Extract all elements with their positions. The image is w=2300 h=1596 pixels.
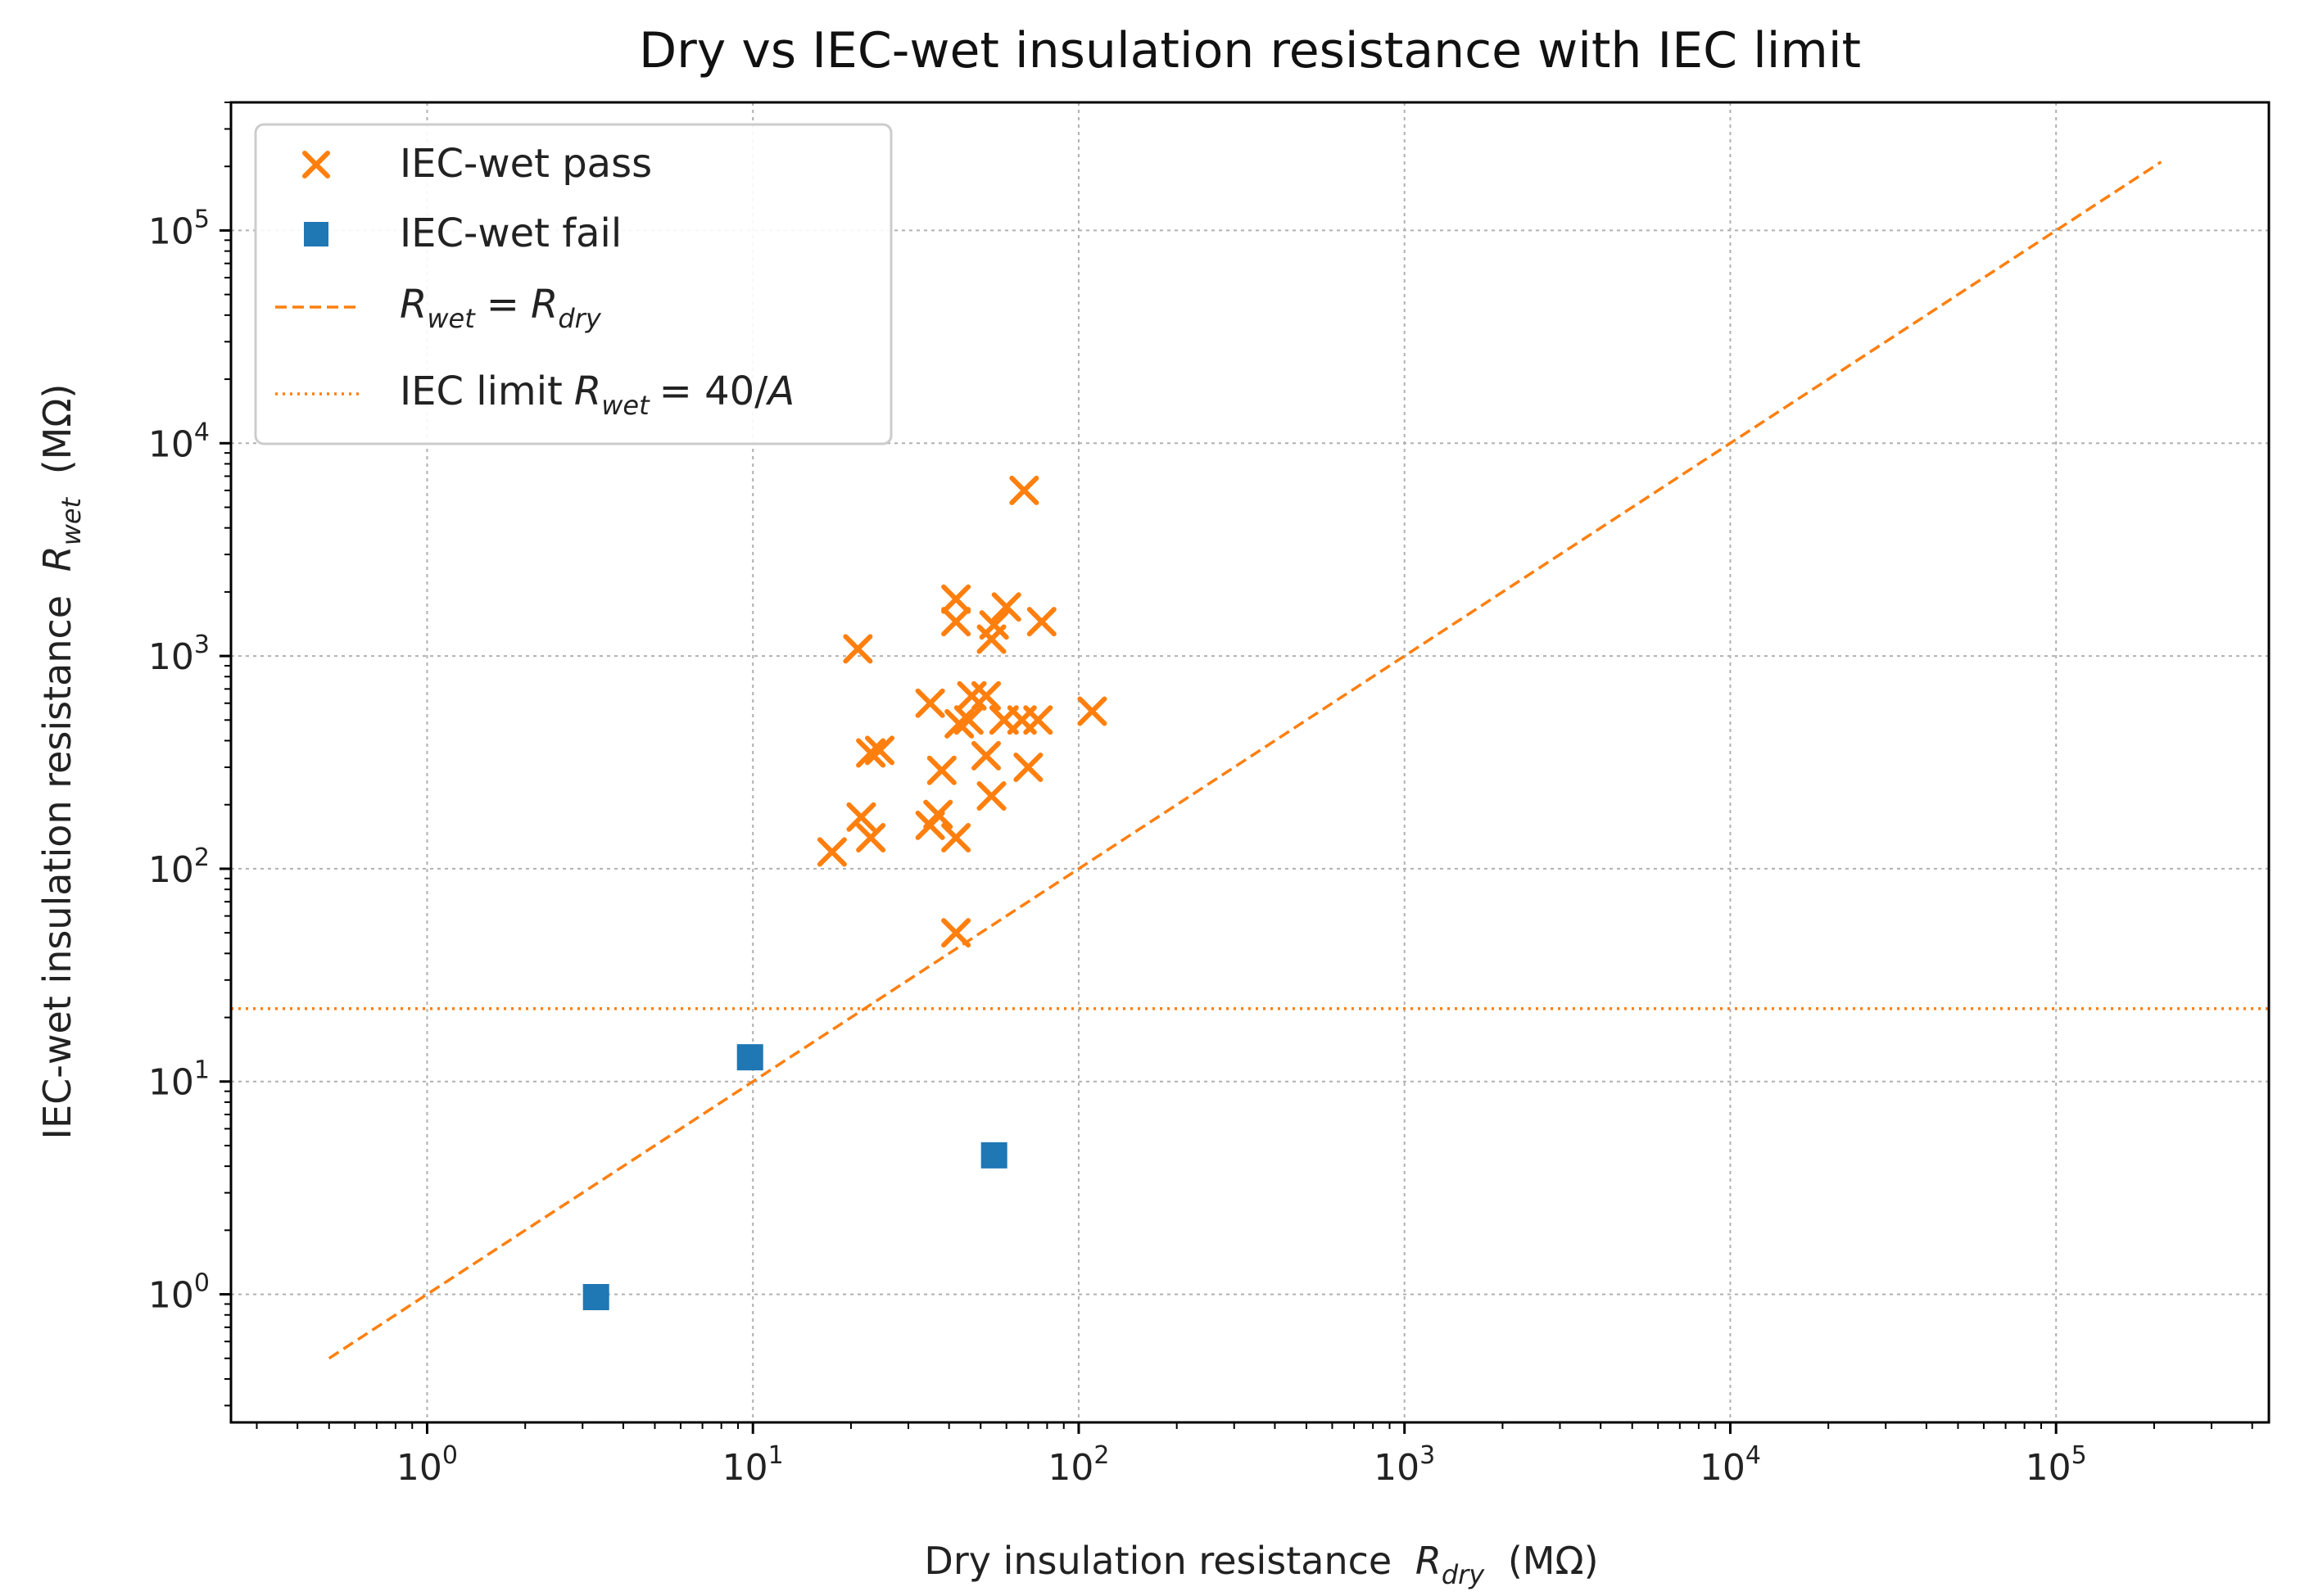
x-axis-label: Dry insulation resistance Rdry (MΩ) (924, 1539, 1598, 1593)
y-tick-label: 103 (148, 631, 210, 678)
legend-label-identity: Rwet = Rdry (400, 282, 602, 334)
fail-point (736, 1044, 763, 1071)
pass-point (1023, 705, 1053, 735)
pass-point (843, 634, 873, 664)
pass-point (1026, 607, 1057, 637)
legend-item-fail: IEC-wet fail (304, 210, 622, 256)
pass-point (856, 738, 886, 768)
pass-point (991, 592, 1021, 622)
pass-point (941, 584, 971, 614)
x-tick-label: 100 (396, 1441, 458, 1489)
pass-point (926, 755, 957, 785)
chart-title: Dry vs IEC-wet insulation resistance wit… (639, 22, 1861, 79)
pass-point (979, 610, 1009, 640)
x-tick-label: 104 (1700, 1441, 1761, 1489)
pass-point (1077, 696, 1107, 726)
y-axis-label-sub: wet (56, 496, 87, 545)
x-axis-label-symbol: R (1415, 1539, 1442, 1583)
fail-point (980, 1142, 1007, 1169)
legend-marker-fail (304, 222, 328, 246)
pass-point (846, 802, 876, 832)
legend-label-fail: IEC-wet fail (400, 210, 622, 256)
legend-marker-pass (302, 151, 330, 179)
pass-point (864, 735, 894, 766)
pass-point (817, 837, 847, 867)
y-tick-label: 104 (148, 418, 210, 465)
x-tick-label: 105 (2026, 1441, 2087, 1489)
y-tick-label: 102 (148, 843, 210, 891)
y-tick-label: 100 (148, 1269, 210, 1317)
plot-frame (229, 101, 2271, 1424)
y-tick-label: 105 (148, 205, 210, 252)
legend-label-pass: IEC-wet pass (400, 141, 652, 187)
y-tick-label: 101 (148, 1056, 210, 1104)
x-tick-label: 101 (722, 1441, 784, 1489)
identity-line (328, 161, 2162, 1360)
x-axis-label-sub: dry (1442, 1559, 1485, 1590)
legend-item-iec-limit: IEC limit Rwet = 40/A (275, 368, 795, 421)
pass-point (923, 799, 953, 830)
pass-point (971, 740, 1001, 771)
x-tick-label: 103 (1374, 1441, 1435, 1489)
x-tick-label: 102 (1048, 1441, 1109, 1489)
pass-point (1013, 752, 1044, 782)
pass-point (915, 688, 945, 718)
y-axis-label-symbol: R (35, 545, 79, 572)
legend-item-pass: IEC-wet pass (302, 141, 652, 187)
y-axis-label-text: IEC-wet insulation resistance (35, 595, 79, 1140)
pass-point (1009, 475, 1039, 505)
axis-ticks: 100 101 102 103 104 105 100 101 102 103 104 105 (148, 102, 2253, 1489)
x-axis-label-unit: (MΩ) (1508, 1539, 1599, 1583)
legend-label-iec-limit: IEC limit Rwet = 40/A (400, 368, 795, 421)
pass-point (941, 607, 971, 637)
x-axis-label-text: Dry insulation resistance (924, 1539, 1392, 1583)
y-axis-label-unit: (MΩ) (35, 384, 79, 475)
reference-lines (231, 161, 2269, 1360)
pass-point (953, 705, 984, 735)
pass-point (976, 780, 1007, 811)
y-axis-label: IEC-wet insulation resistance Rwet (MΩ) (35, 384, 89, 1140)
pass-point (941, 918, 971, 948)
pass-point (856, 822, 886, 852)
data-points (582, 475, 1107, 1311)
fail-point (582, 1284, 609, 1311)
pass-point (971, 680, 1001, 711)
legend: IEC-wet pass IEC-wet fail Rwet = Rdry IEC … (254, 123, 893, 445)
pass-point (941, 822, 971, 852)
legend-item-identity-line: Rwet = Rdry (275, 282, 602, 334)
